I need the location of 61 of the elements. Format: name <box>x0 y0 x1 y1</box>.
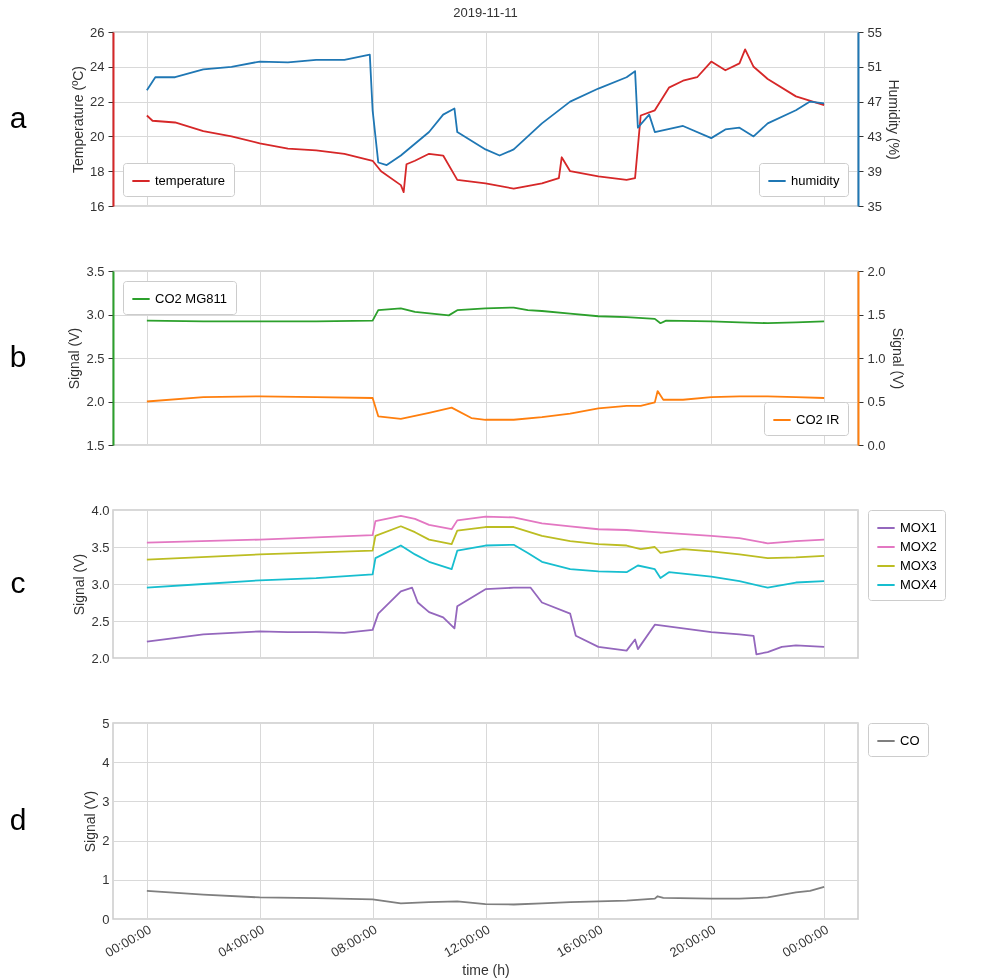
y-tick-label: 2 <box>102 833 110 849</box>
y2-tick-label: 55 <box>867 24 882 40</box>
y2-tick-label: 43 <box>867 128 882 144</box>
legend-label: temperature <box>155 173 226 188</box>
legend-label: CO2 MG811 <box>155 291 228 306</box>
text: d <box>9 803 27 836</box>
y-tick-label: 1 <box>102 872 110 888</box>
y2-axis-title: Humidity (%) <box>885 79 902 160</box>
y2-tick-label: 1.5 <box>867 307 886 322</box>
y-tick-label: 16 <box>90 198 105 214</box>
line-series <box>145 586 826 656</box>
text: c <box>10 566 26 599</box>
legend-label: MOX1 <box>900 520 937 535</box>
y-tick-label: 5 <box>102 715 110 731</box>
legend-label: humidity <box>791 173 840 188</box>
y-tick-label: 2.0 <box>91 650 110 666</box>
y-tick-label: 24 <box>90 59 105 75</box>
y-axis-title: Temperature (ºC) <box>70 65 87 174</box>
line-series <box>145 885 826 906</box>
text: a <box>9 101 27 134</box>
line-series <box>145 525 826 561</box>
y-tick-label: 1.5 <box>86 437 105 453</box>
y2-tick-label: 51 <box>867 59 882 75</box>
y-tick-label: 20 <box>90 128 105 144</box>
y-tick-label: 3.0 <box>91 576 110 592</box>
y2-tick-label: 39 <box>867 163 882 179</box>
x-axis-title: time (h) <box>462 962 510 979</box>
y-tick-label: 26 <box>90 24 105 40</box>
line-series <box>145 543 826 589</box>
legend-label: MOX2 <box>900 539 937 554</box>
y2-tick-label: 2.0 <box>867 263 886 279</box>
y-tick-label: 3.5 <box>91 539 110 555</box>
y-tick-label: 2.5 <box>91 613 110 629</box>
y2-tick-label: 0.0 <box>867 437 886 453</box>
y-tick-label: 22 <box>90 94 105 110</box>
y-tick-label: 3.5 <box>86 263 105 279</box>
y2-tick-label: 1.0 <box>867 350 886 366</box>
line-series <box>145 53 826 167</box>
y-tick-label: 2.0 <box>86 394 105 409</box>
line-series <box>145 306 826 325</box>
y2-tick-label: 35 <box>867 198 882 214</box>
y-tick-label: 3 <box>102 793 110 809</box>
y2-tick-label: 47 <box>867 94 882 110</box>
y2-tick-label: 0.5 <box>867 394 886 409</box>
y-axis-title: Signal (V) <box>66 327 83 390</box>
legend-label: CO <box>900 733 920 748</box>
y-tick-label: 2.5 <box>86 350 105 366</box>
chart-title: 2019-11-11 <box>453 5 518 20</box>
legend-label: CO2 IR <box>796 412 840 427</box>
y2-axis-title: Signal (V) <box>889 327 906 390</box>
y-axis-title: Signal (V) <box>71 553 88 616</box>
legend-label: MOX4 <box>900 577 937 592</box>
y-axis-title: Signal (V) <box>82 790 99 853</box>
text: b <box>9 340 27 373</box>
line-series <box>145 515 826 545</box>
y-tick-label: 4.0 <box>91 502 110 518</box>
y-tick-label: 4 <box>102 754 110 770</box>
y-tick-label: 0 <box>102 911 110 927</box>
legend-label: MOX3 <box>900 558 937 573</box>
y-tick-label: 18 <box>90 163 105 179</box>
y-tick-label: 3.0 <box>86 307 105 322</box>
